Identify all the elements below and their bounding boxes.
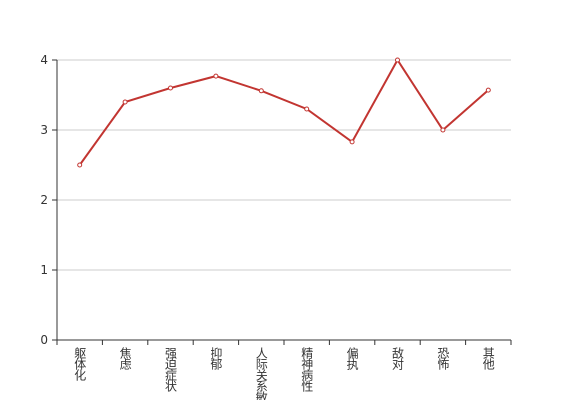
x-tick-label: 恐怖 [436, 347, 450, 370]
point [304, 106, 310, 112]
x-tick-label: 躯体化 [73, 346, 87, 382]
point [258, 88, 264, 94]
x-tick-label: 焦虑 [118, 347, 132, 370]
point [168, 85, 173, 91]
y-tick-label: 1 [40, 263, 48, 277]
line [78, 58, 489, 166]
point [77, 162, 83, 168]
point [440, 127, 446, 133]
x-tick-label: 人际关系敏感 [254, 347, 268, 400]
y-tick-label: 4 [40, 53, 48, 67]
point [349, 139, 355, 145]
x-tick-label: 偏执 [345, 346, 359, 371]
x-tick-label: 其他 [481, 347, 495, 370]
x-tick-label: 精神病性 [300, 347, 314, 393]
point [213, 73, 219, 79]
y-tick-label: 3 [40, 123, 48, 137]
y-tick-label: 2 [40, 193, 48, 207]
point [122, 99, 128, 105]
x-tick-label: 抑郁 [209, 346, 223, 371]
x-tick-label: 强迫症状 [164, 347, 178, 392]
x-tick-label: 敌对 [391, 346, 405, 370]
point [485, 87, 491, 93]
y-tick-label: 0 [40, 333, 48, 347]
point [395, 57, 400, 63]
